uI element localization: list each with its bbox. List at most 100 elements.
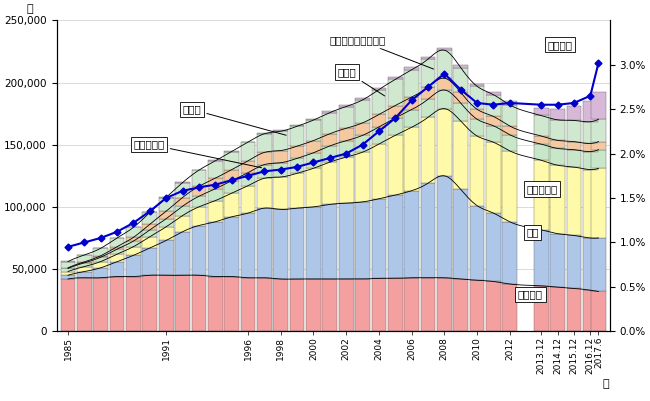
Bar — [437, 48, 452, 50]
Bar — [306, 279, 321, 331]
Text: ブラジル: ブラジル — [518, 290, 543, 300]
Bar — [159, 219, 174, 227]
Bar — [486, 116, 500, 126]
Bar — [567, 142, 581, 150]
Bar — [77, 262, 92, 263]
Bar — [453, 65, 468, 68]
Bar — [534, 286, 549, 331]
Text: その他: その他 — [338, 67, 385, 96]
Bar — [534, 230, 549, 286]
Text: ペルー: ペルー — [183, 104, 286, 135]
Bar — [486, 91, 500, 95]
Bar — [224, 151, 239, 152]
Bar — [486, 126, 500, 142]
Bar — [192, 170, 206, 186]
Bar — [502, 222, 517, 284]
Bar — [534, 136, 549, 144]
Text: 総人口に占める割合: 総人口に占める割合 — [330, 35, 434, 69]
Bar — [502, 126, 517, 135]
Bar — [534, 115, 549, 136]
Bar — [94, 278, 108, 331]
Bar — [591, 142, 606, 150]
Bar — [274, 130, 288, 131]
Bar — [355, 136, 370, 152]
Bar — [372, 144, 386, 199]
Bar — [77, 263, 92, 267]
Bar — [290, 158, 304, 173]
Bar — [175, 182, 190, 198]
Bar — [583, 290, 597, 331]
Bar — [257, 152, 272, 164]
Bar — [486, 142, 500, 213]
Bar — [257, 134, 272, 152]
Bar — [567, 105, 581, 120]
Bar — [404, 191, 419, 278]
Bar — [339, 107, 354, 128]
Bar — [257, 208, 272, 278]
Bar — [322, 279, 337, 331]
Bar — [208, 178, 222, 189]
Bar — [470, 109, 484, 119]
Bar — [175, 216, 190, 232]
Bar — [77, 267, 92, 271]
Bar — [94, 256, 108, 257]
Bar — [274, 209, 288, 279]
Bar — [159, 198, 174, 211]
Bar — [388, 118, 402, 136]
Bar — [192, 225, 206, 275]
Bar — [290, 146, 304, 158]
Bar — [388, 105, 402, 118]
Bar — [339, 203, 354, 279]
Bar — [567, 167, 581, 235]
Bar — [175, 198, 190, 206]
Bar — [208, 200, 222, 222]
Bar — [550, 120, 565, 140]
Bar — [355, 98, 370, 100]
Bar — [339, 105, 354, 107]
Bar — [388, 195, 402, 278]
Bar — [453, 189, 468, 279]
Bar — [208, 161, 222, 178]
Bar — [550, 109, 565, 120]
Bar — [583, 238, 597, 290]
Bar — [591, 238, 606, 292]
Bar — [306, 153, 321, 168]
Bar — [159, 275, 174, 331]
Text: ベトナム: ベトナム — [547, 40, 573, 50]
Text: フィリピン: フィリピン — [133, 139, 261, 168]
Bar — [583, 101, 597, 122]
Bar — [567, 288, 581, 331]
Bar — [322, 205, 337, 279]
Bar — [175, 206, 190, 216]
Bar — [502, 284, 517, 331]
Bar — [60, 271, 75, 275]
Bar — [550, 287, 565, 331]
Bar — [274, 131, 288, 150]
Bar — [583, 122, 597, 144]
Bar — [437, 109, 452, 176]
Bar — [404, 278, 419, 331]
Bar — [567, 120, 581, 142]
Bar — [224, 181, 239, 193]
Bar — [404, 97, 419, 109]
Bar — [502, 101, 517, 105]
Bar — [175, 275, 190, 331]
Bar — [306, 120, 321, 141]
Bar — [240, 186, 255, 213]
Bar — [421, 183, 436, 278]
Bar — [110, 261, 124, 277]
Bar — [567, 235, 581, 288]
Bar — [486, 95, 500, 116]
Bar — [110, 249, 124, 254]
Bar — [404, 109, 419, 127]
Bar — [453, 279, 468, 331]
Bar — [142, 213, 157, 224]
Bar — [339, 279, 354, 331]
Bar — [453, 103, 468, 121]
Text: 韓国・朝鮮: 韓国・朝鮮 — [526, 184, 558, 194]
Bar — [355, 202, 370, 279]
Bar — [470, 136, 484, 206]
Bar — [306, 168, 321, 207]
Bar — [257, 178, 272, 208]
Bar — [591, 150, 606, 168]
